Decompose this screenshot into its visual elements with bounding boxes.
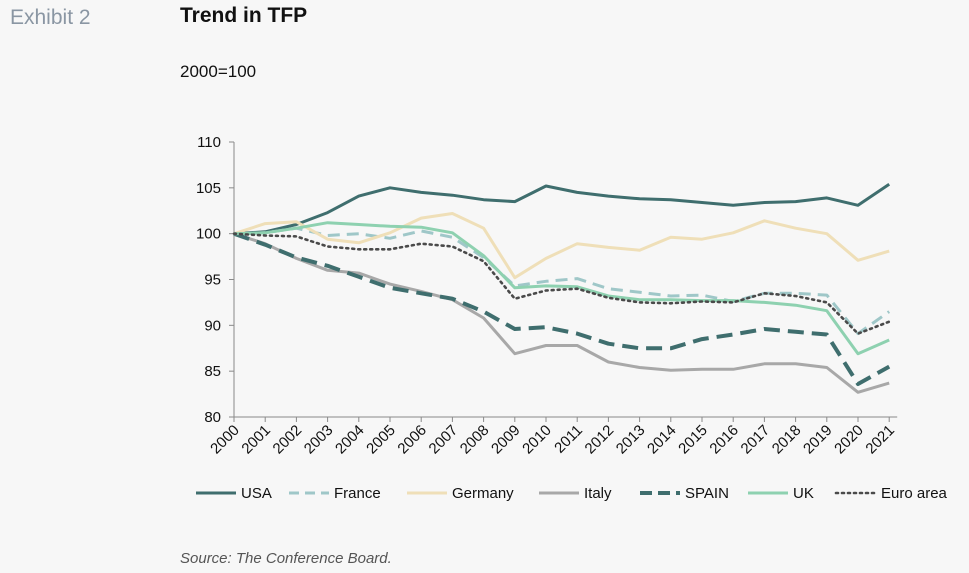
x-tick-label: 2003 bbox=[301, 422, 337, 458]
chart-subtitle: 2000=100 bbox=[180, 62, 257, 81]
y-tick-label: 105 bbox=[196, 180, 221, 197]
x-tick-label: 2002 bbox=[270, 422, 306, 458]
y-tick-label: 85 bbox=[204, 363, 221, 380]
x-tick-label: 2008 bbox=[457, 422, 493, 458]
line-chart: 8085909510010511020002001200220032004200… bbox=[196, 134, 948, 502]
y-tick-label: 100 bbox=[196, 226, 221, 243]
legend-label: Germany bbox=[452, 485, 514, 502]
legend-label: France bbox=[334, 485, 381, 502]
series-line-spain bbox=[233, 231, 891, 386]
legend-label: USA bbox=[241, 485, 272, 502]
chart-title: Trend in TFP bbox=[180, 4, 308, 27]
legend-label: Italy bbox=[584, 485, 612, 502]
x-tick-label: 2016 bbox=[706, 422, 742, 458]
x-tick-label: 2006 bbox=[394, 422, 430, 458]
series-line-usa bbox=[233, 182, 891, 236]
x-tick-label: 2005 bbox=[363, 422, 399, 458]
source-note: Source: The Conference Board. bbox=[180, 550, 392, 567]
x-tick-label: 2015 bbox=[675, 422, 711, 458]
x-tick-label: 2009 bbox=[488, 422, 524, 458]
x-tick-label: 2007 bbox=[426, 422, 462, 458]
x-tick-label: 2020 bbox=[831, 422, 867, 458]
x-tick-label: 2010 bbox=[519, 422, 555, 458]
x-tick-label: 2018 bbox=[769, 422, 805, 458]
y-tick-label: 95 bbox=[204, 272, 221, 289]
x-tick-label: 2019 bbox=[800, 422, 836, 458]
y-tick-label: 80 bbox=[204, 409, 221, 426]
x-tick-label: 2021 bbox=[862, 422, 898, 458]
x-tick-label: 2011 bbox=[551, 422, 586, 457]
legend-label: SPAIN bbox=[685, 485, 729, 502]
x-tick-label: 2012 bbox=[582, 422, 618, 458]
series-line-italy bbox=[233, 232, 890, 394]
legend-label: UK bbox=[793, 485, 814, 502]
x-tick-label: 2000 bbox=[207, 422, 243, 458]
x-tick-label: 2001 bbox=[238, 422, 274, 458]
y-tick-label: 90 bbox=[204, 317, 221, 334]
x-tick-label: 2017 bbox=[738, 422, 774, 458]
chart-axes: 8085909510010511020002001200220032004200… bbox=[196, 134, 898, 457]
x-tick-label: 2004 bbox=[332, 422, 368, 458]
exhibit-label: Exhibit 2 bbox=[10, 6, 91, 29]
series-line-euro-area bbox=[232, 232, 891, 335]
y-tick-label: 110 bbox=[197, 134, 221, 151]
x-tick-label: 2013 bbox=[613, 422, 649, 458]
series-line-uk bbox=[233, 221, 890, 356]
chart-legend: USA France Germany Italy SPAIN UK Euro area bbox=[196, 485, 948, 502]
series-line-germany bbox=[233, 212, 890, 280]
chart-series-group bbox=[232, 182, 891, 394]
series-line-france bbox=[233, 226, 891, 336]
legend-label: Euro area bbox=[881, 485, 948, 502]
x-tick-label: 2014 bbox=[644, 422, 680, 458]
